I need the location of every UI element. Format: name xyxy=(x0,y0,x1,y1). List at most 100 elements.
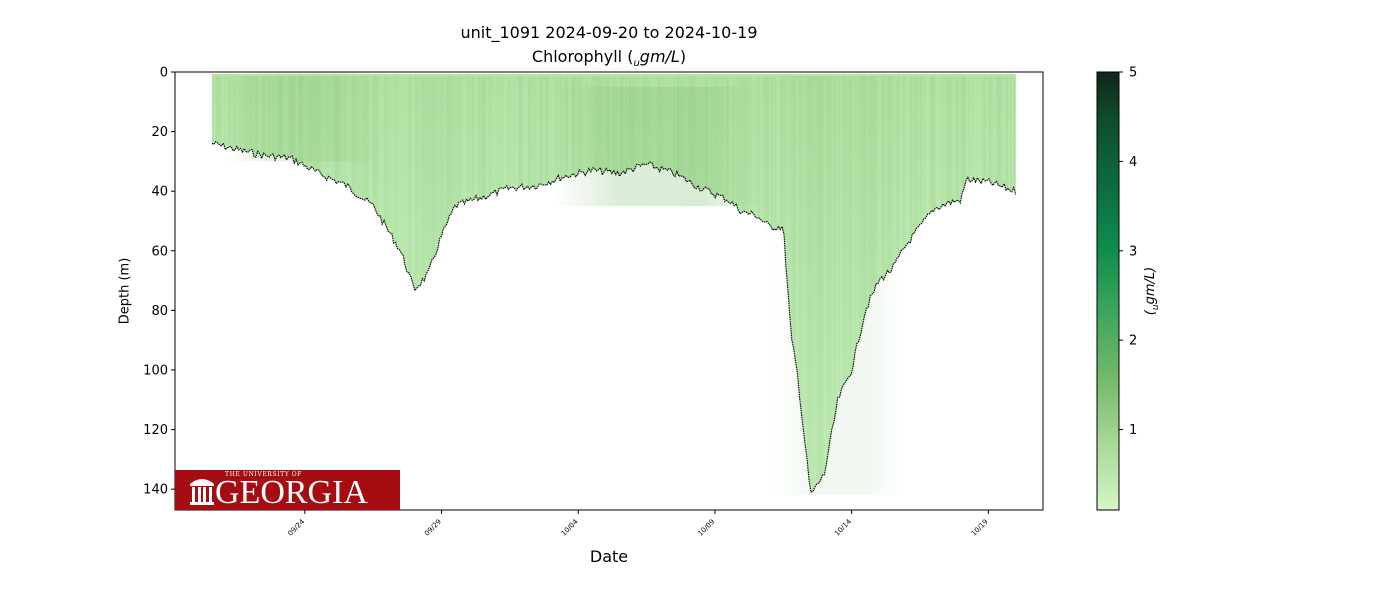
colorbar-tick-label: 1 xyxy=(1129,423,1137,438)
profile-streak xyxy=(985,74,988,182)
profile-streak xyxy=(391,74,394,234)
profile-streak xyxy=(410,74,414,277)
x-tick-label: 09/29 xyxy=(423,518,443,538)
profile-streak xyxy=(918,74,921,227)
profile-streak xyxy=(523,74,526,190)
profile-streak xyxy=(401,74,404,253)
profile-streak xyxy=(939,74,942,210)
profile-streak xyxy=(988,74,992,179)
profile-streak xyxy=(428,74,431,271)
x-tick-label: 10/14 xyxy=(833,517,853,537)
profile-streak xyxy=(508,74,511,190)
profile-streak xyxy=(445,74,448,226)
profile-streak xyxy=(483,74,486,196)
profile-streak xyxy=(539,74,542,184)
y-tick-label: 80 xyxy=(151,304,168,319)
profile-streak xyxy=(996,74,999,182)
profile-streak xyxy=(412,74,415,284)
profile-streak xyxy=(472,74,475,201)
profile-streak xyxy=(395,74,398,243)
profile-streak xyxy=(213,74,216,145)
profile-streak xyxy=(543,74,546,185)
profile-streak xyxy=(437,74,440,250)
profile-streak xyxy=(399,74,402,250)
profile-streak xyxy=(418,74,421,286)
profile-streak xyxy=(548,74,551,182)
y-tick-label: 60 xyxy=(151,244,168,259)
profile-streak xyxy=(386,74,389,227)
colorbar-axis: 1 2 3 4 5 xyxy=(1119,66,1137,438)
profile-streak xyxy=(433,74,437,258)
profile-streak xyxy=(510,74,513,188)
profile-streak xyxy=(521,74,525,185)
profile-streak xyxy=(477,74,481,201)
profile-streak xyxy=(929,74,932,214)
y-axis-label: Depth (m) xyxy=(117,257,133,325)
profile-streak xyxy=(443,74,446,229)
profile-streak xyxy=(954,74,957,203)
profile-streak xyxy=(916,74,919,229)
profile-streak xyxy=(420,74,423,286)
profile-streak xyxy=(925,74,928,219)
profile-streak xyxy=(405,74,408,267)
profile-streak xyxy=(453,74,456,209)
profile-streak xyxy=(937,74,940,208)
profile-streak xyxy=(912,74,915,234)
profile-streak xyxy=(424,74,427,281)
profile-streak xyxy=(491,74,494,193)
profile-streak xyxy=(393,74,396,244)
profile-streak xyxy=(516,74,519,191)
profile-streak xyxy=(971,74,974,182)
profile-streak xyxy=(921,74,925,224)
profile-streak xyxy=(476,74,479,196)
profile-streak xyxy=(499,74,502,189)
profile-streak xyxy=(927,74,930,214)
profile-streak xyxy=(414,74,417,291)
profile-streak xyxy=(906,74,909,245)
colorbar-tick-label: 3 xyxy=(1129,244,1137,259)
profile-streak xyxy=(495,74,498,190)
x-tick-label: 09/24 xyxy=(286,517,306,537)
profile-streak xyxy=(211,74,215,144)
profile-streak xyxy=(468,74,471,202)
x-tick-label: 10/19 xyxy=(970,518,990,538)
colorbar-label: (ugm/L) xyxy=(1143,266,1161,316)
profile-streak xyxy=(1009,74,1013,191)
profile-streak xyxy=(397,74,400,249)
profile-streak xyxy=(422,74,425,279)
profile-streak xyxy=(544,74,548,185)
profile-streak xyxy=(439,74,442,239)
colorbar-tick-label: 2 xyxy=(1129,334,1137,349)
profile-streak xyxy=(541,74,544,184)
profile-streak xyxy=(512,74,515,187)
profile-streak xyxy=(474,74,477,200)
profile-streak xyxy=(462,74,465,200)
profile-streak xyxy=(1008,74,1011,189)
profile-streak xyxy=(388,74,391,231)
profile-streak xyxy=(979,74,982,181)
profile-streak xyxy=(435,74,438,255)
profile-streak xyxy=(221,74,224,146)
y-axis: 0 20 40 60 80 100 120 140 xyxy=(143,66,175,498)
x-tick-label: 10/04 xyxy=(560,517,580,537)
profile-streak xyxy=(407,74,410,273)
colorbar-tick-label: 5 xyxy=(1129,66,1137,81)
profile-streak xyxy=(944,74,948,206)
profile-streak xyxy=(983,74,986,179)
x-tick-label: 10/09 xyxy=(696,518,716,538)
profile-streak xyxy=(965,74,969,181)
profile-streak xyxy=(485,74,488,200)
colorbar-tick-label: 4 xyxy=(1129,155,1137,170)
profile-streak xyxy=(935,74,938,209)
profile-streak xyxy=(990,74,993,183)
colorbar-frame xyxy=(1096,71,1120,511)
profile-streak xyxy=(975,74,978,183)
profile-streak xyxy=(994,74,997,183)
profile-streak xyxy=(531,74,534,188)
profile-streak xyxy=(950,74,953,205)
arch-icon xyxy=(190,479,214,505)
profile-streak xyxy=(1002,74,1005,188)
profile-streak xyxy=(529,74,532,190)
profile-streak xyxy=(506,74,509,186)
